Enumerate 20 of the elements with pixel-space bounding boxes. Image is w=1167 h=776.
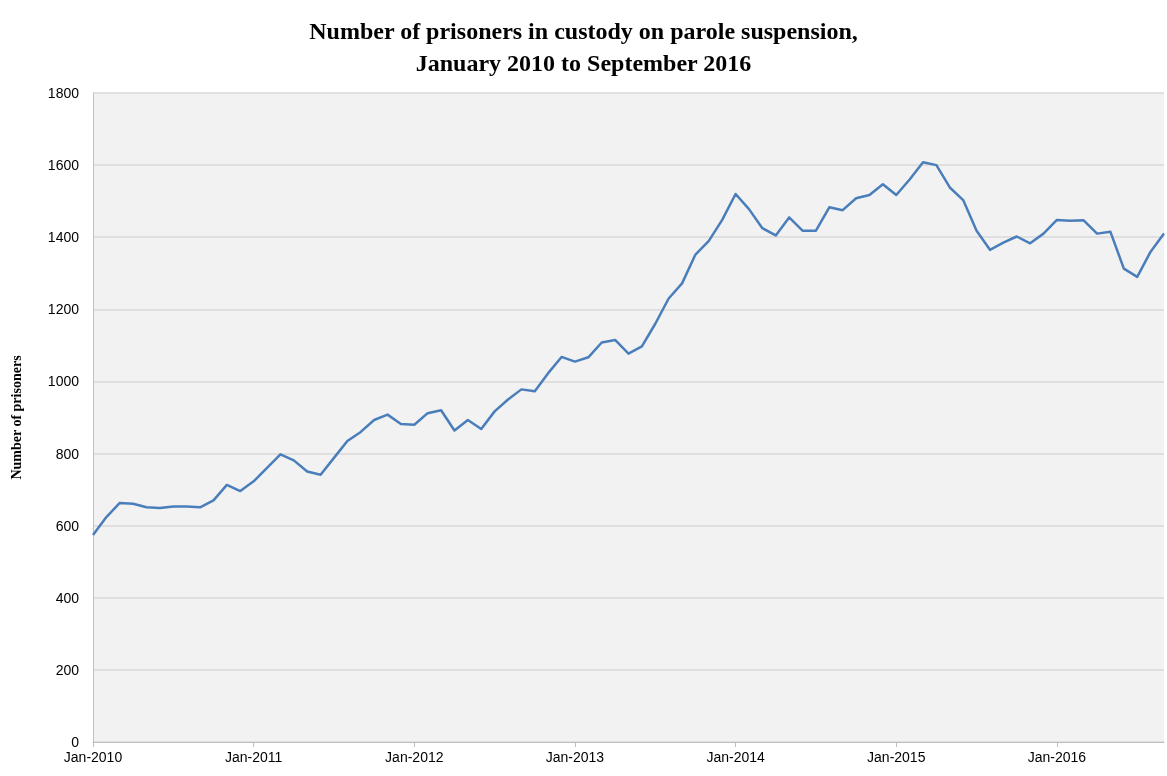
y-axis-title: Number of prisoners	[8, 354, 24, 480]
y-tick-label: 1000	[47, 373, 80, 390]
x-tick-label: Jan-2011	[224, 749, 283, 765]
y-tick-label: 1200	[47, 301, 80, 318]
x-tick-label: Jan-2012	[385, 749, 444, 765]
x-tick-label: Jan-2013	[545, 749, 605, 765]
y-tick-label: 200	[55, 661, 80, 678]
y-tick-label: 1600	[47, 157, 80, 174]
y-tick-label: 0	[71, 734, 80, 750]
x-tick-label: Jan-2014	[706, 749, 765, 765]
line-series	[91, 160, 1166, 537]
y-tick-label: 1800	[47, 85, 80, 101]
y-tick-label: 400	[55, 589, 80, 606]
y-tick-label: 600	[55, 517, 80, 534]
x-tick-label: Jan-2016	[1027, 749, 1087, 765]
y-tick-label: 800	[55, 445, 80, 462]
x-tick-label: Jan-2015	[867, 749, 926, 765]
y-tick-label: 1400	[47, 229, 80, 246]
x-tick-label: Jan-2010	[63, 749, 123, 765]
chart-title: Number of prisoners in custody on parole suspension, January 2010 to September 2016	[309, 18, 858, 76]
